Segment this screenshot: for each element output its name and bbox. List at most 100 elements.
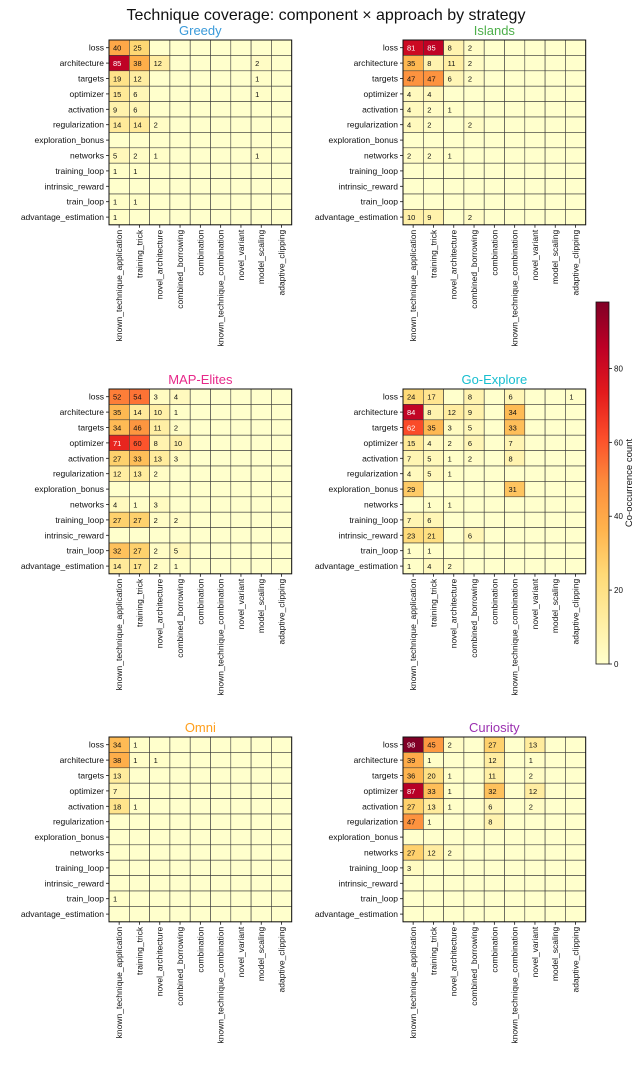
row-label: advantage_estimation	[315, 909, 398, 919]
heatmap-cell	[463, 542, 485, 559]
heatmap-cell	[544, 116, 566, 133]
row-label: targets	[78, 423, 104, 433]
heatmap-cell	[250, 132, 272, 149]
heatmap-cell	[230, 419, 252, 436]
panel-title: MAP-Elites	[168, 372, 233, 387]
row-label: loss	[89, 43, 104, 53]
figure-title: Technique coverage: component × approach…	[127, 7, 526, 24]
heatmap-cell	[463, 178, 485, 195]
heatmap-cell	[565, 147, 587, 164]
heatmap-cell	[565, 813, 587, 830]
heatmap-cell	[149, 875, 171, 892]
heatmap-cell	[463, 147, 485, 164]
heatmap-cell	[250, 859, 272, 876]
heatmap-cell	[402, 193, 424, 210]
heatmap-cell	[504, 890, 526, 907]
row-label: training_loop	[55, 863, 104, 873]
cell-value-label: 6	[468, 439, 472, 448]
heatmap-cell	[271, 542, 292, 559]
heatmap-cell	[544, 890, 566, 907]
row-label: intrinsic_reward	[44, 878, 104, 888]
heatmap-cell	[189, 511, 211, 528]
column-label: novel_variant	[236, 578, 246, 629]
row-label: exploration_bonus	[35, 484, 104, 494]
cell-value-label: 32	[113, 547, 121, 556]
heatmap-cell	[210, 813, 232, 830]
heatmap-cell	[443, 85, 465, 102]
column-label: novel_variant	[530, 578, 540, 629]
heatmap-cell	[108, 875, 130, 892]
row-label: optimizer	[364, 89, 399, 99]
heatmap-cell	[149, 162, 171, 179]
cell-value-label: 25	[133, 44, 141, 53]
heatmap-cell	[565, 162, 587, 179]
heatmap-cell	[524, 101, 546, 118]
heatmap-cell	[422, 193, 444, 210]
row-label: loss	[383, 392, 398, 402]
cell-value-label: 2	[427, 105, 431, 114]
heatmap-cell	[524, 829, 546, 846]
heatmap-cell	[169, 906, 191, 923]
row-label: activation	[362, 104, 398, 114]
heatmap-cell	[108, 829, 130, 846]
heatmap-cell	[108, 178, 130, 195]
heatmap-cell	[210, 178, 232, 195]
heatmap-cell	[504, 162, 526, 179]
heatmap-cell	[504, 752, 526, 769]
heatmap-cell	[169, 465, 191, 482]
cell-value-label: 45	[427, 741, 435, 750]
heatmap-cell	[129, 813, 150, 830]
heatmap-cell	[271, 132, 292, 149]
heatmap-cell	[422, 906, 444, 923]
heatmap-cell	[524, 388, 546, 405]
row-label: training_loop	[349, 166, 398, 176]
column-label: known_technique_application	[114, 230, 124, 342]
heatmap-cell	[483, 434, 505, 451]
cell-value-label: 38	[113, 756, 121, 765]
cell-value-label: 34	[509, 408, 517, 417]
cell-value-label: 1	[448, 501, 452, 510]
heatmap-cell	[443, 542, 465, 559]
heatmap-cell	[129, 859, 150, 876]
heatmap-cell	[169, 481, 191, 498]
heatmap-cell	[271, 736, 292, 753]
cell-value-label: 1	[448, 787, 452, 796]
heatmap-cell	[544, 162, 566, 179]
heatmap-cell	[189, 481, 211, 498]
cell-value-label: 1	[427, 547, 431, 556]
row-label: activation	[68, 453, 104, 463]
heatmap-cell	[565, 404, 587, 421]
heatmap-cell	[483, 419, 505, 436]
heatmap-cell	[250, 116, 272, 133]
heatmap-cell	[483, 465, 505, 482]
heatmap-cell	[169, 132, 191, 149]
heatmap-cell	[108, 906, 130, 923]
cell-value-label: 84	[407, 408, 415, 417]
heatmap-cell	[250, 527, 272, 544]
heatmap-cell	[230, 147, 252, 164]
heatmap-cell	[230, 193, 252, 210]
heatmap-cell	[149, 859, 171, 876]
row-label: advantage_estimation	[21, 212, 104, 222]
heatmap-cell	[189, 542, 211, 559]
heatmap-cell	[565, 85, 587, 102]
cell-value-label: 4	[427, 90, 431, 99]
heatmap-cell	[169, 193, 191, 210]
heatmap-cell	[544, 859, 566, 876]
heatmap-cell	[230, 527, 252, 544]
cell-value-label: 1	[448, 470, 452, 479]
cell-value-label: 1	[174, 408, 178, 417]
heatmap-cell	[544, 132, 566, 149]
heatmap-cell	[250, 101, 272, 118]
cell-value-label: 8	[427, 59, 431, 68]
heatmap-cell	[271, 558, 292, 575]
heatmap-cell	[230, 890, 252, 907]
heatmap-cell	[210, 193, 232, 210]
heatmap-cell	[544, 906, 566, 923]
heatmap-cell	[443, 875, 465, 892]
heatmap-cell	[189, 875, 211, 892]
heatmap-cell	[210, 132, 232, 149]
heatmap-cell	[210, 481, 232, 498]
heatmap-cell	[230, 782, 252, 799]
heatmap-cell	[169, 116, 191, 133]
